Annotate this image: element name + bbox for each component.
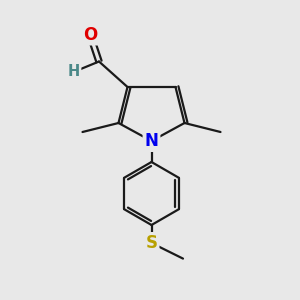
Text: O: O <box>83 26 97 44</box>
Text: N: N <box>145 132 158 150</box>
Text: H: H <box>68 64 80 80</box>
Text: S: S <box>146 234 158 252</box>
